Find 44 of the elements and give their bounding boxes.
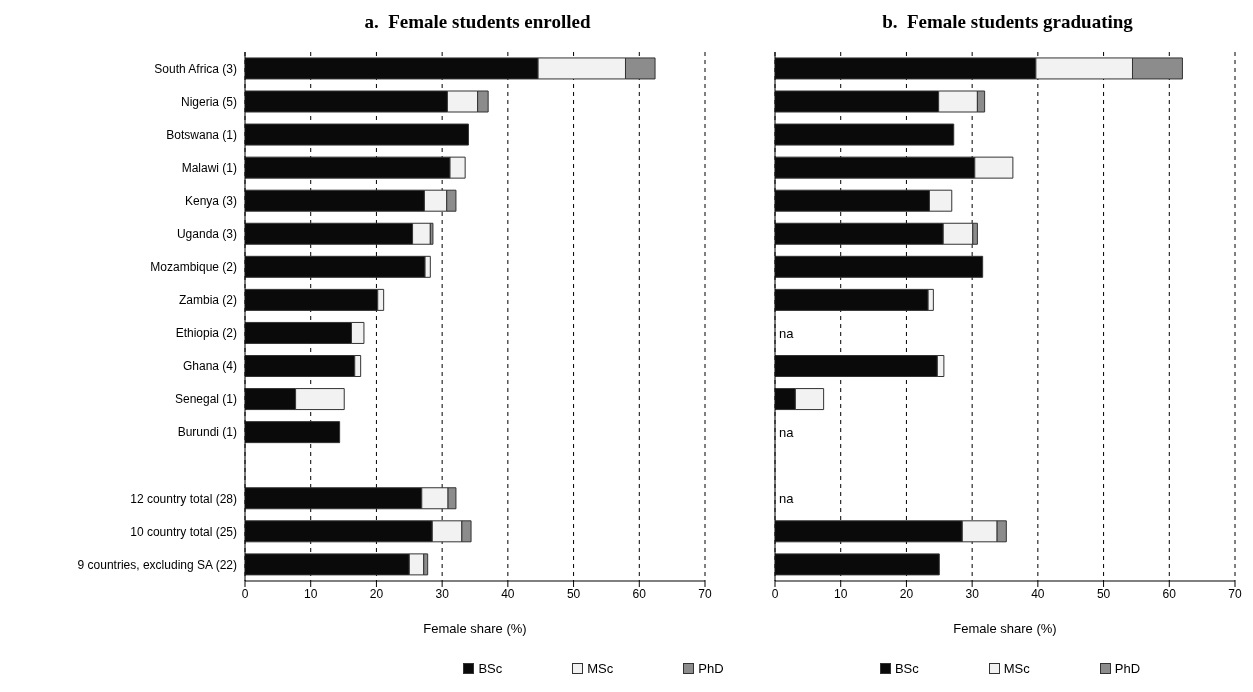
chart-title: a. Female students enrolled: [363, 10, 592, 34]
x-tick-label: 50: [1096, 586, 1111, 601]
x-tick-label: 40: [501, 586, 515, 601]
x-tick-label: 0: [771, 586, 779, 601]
x-tick-label: 30: [965, 586, 980, 601]
y-tick-label: Botswana (1): [166, 127, 237, 142]
x-tick-label: 70: [1228, 586, 1242, 601]
y-tick-label: South Africa (3): [154, 61, 237, 76]
y-tick-label: 12 country total (28): [130, 491, 237, 506]
x-tick-label: 0: [241, 586, 249, 601]
chart-title: b. Female students graduating: [881, 10, 1134, 34]
y-tick-label: Malawi (1): [181, 160, 237, 175]
x-tick-label: 10: [304, 586, 318, 601]
legend-label: PhD: [1114, 661, 1141, 676]
legend-label: MSc: [1003, 661, 1030, 676]
y-tick-label: Uganda (3): [176, 227, 237, 242]
x-tick-label: 60: [1162, 586, 1177, 601]
x-tick-label: 60: [632, 586, 647, 601]
x-tick-label: 30: [435, 586, 450, 601]
text: na: [779, 490, 794, 506]
y-tick-label: Nigeria (5): [180, 94, 237, 109]
y-tick-label: Ethiopia (2): [175, 326, 237, 341]
y-tick-label: Ghana (4): [182, 359, 237, 374]
legend-label: BSc: [478, 661, 503, 676]
legend-label: BSc: [894, 661, 919, 676]
y-tick-label: Senegal (1): [174, 392, 237, 407]
text: na: [779, 424, 794, 440]
x-tick-label: 40: [1031, 586, 1045, 601]
y-tick-label: Burundi (1): [177, 425, 237, 440]
legend-label: MSc: [587, 661, 614, 676]
y-tick-label: Kenya (3): [184, 194, 237, 209]
x-tick-label: 20: [369, 586, 384, 601]
x-tick-label: 50: [566, 586, 581, 601]
y-tick-label: Mozambique (2): [150, 260, 237, 275]
x-axis-title: Female share (%): [953, 621, 1057, 636]
x-tick-label: 10: [834, 586, 848, 601]
x-tick-label: 70: [698, 586, 712, 601]
y-tick-label: 10 country total (25): [130, 524, 237, 539]
y-tick-label: Zambia (2): [178, 293, 237, 308]
x-tick-label: 20: [899, 586, 914, 601]
legend-label: PhD: [698, 661, 724, 676]
y-tick-label: 9 countries, excluding SA (22): [77, 557, 237, 572]
text: na: [779, 325, 794, 341]
x-axis-title: Female share (%): [423, 621, 527, 636]
